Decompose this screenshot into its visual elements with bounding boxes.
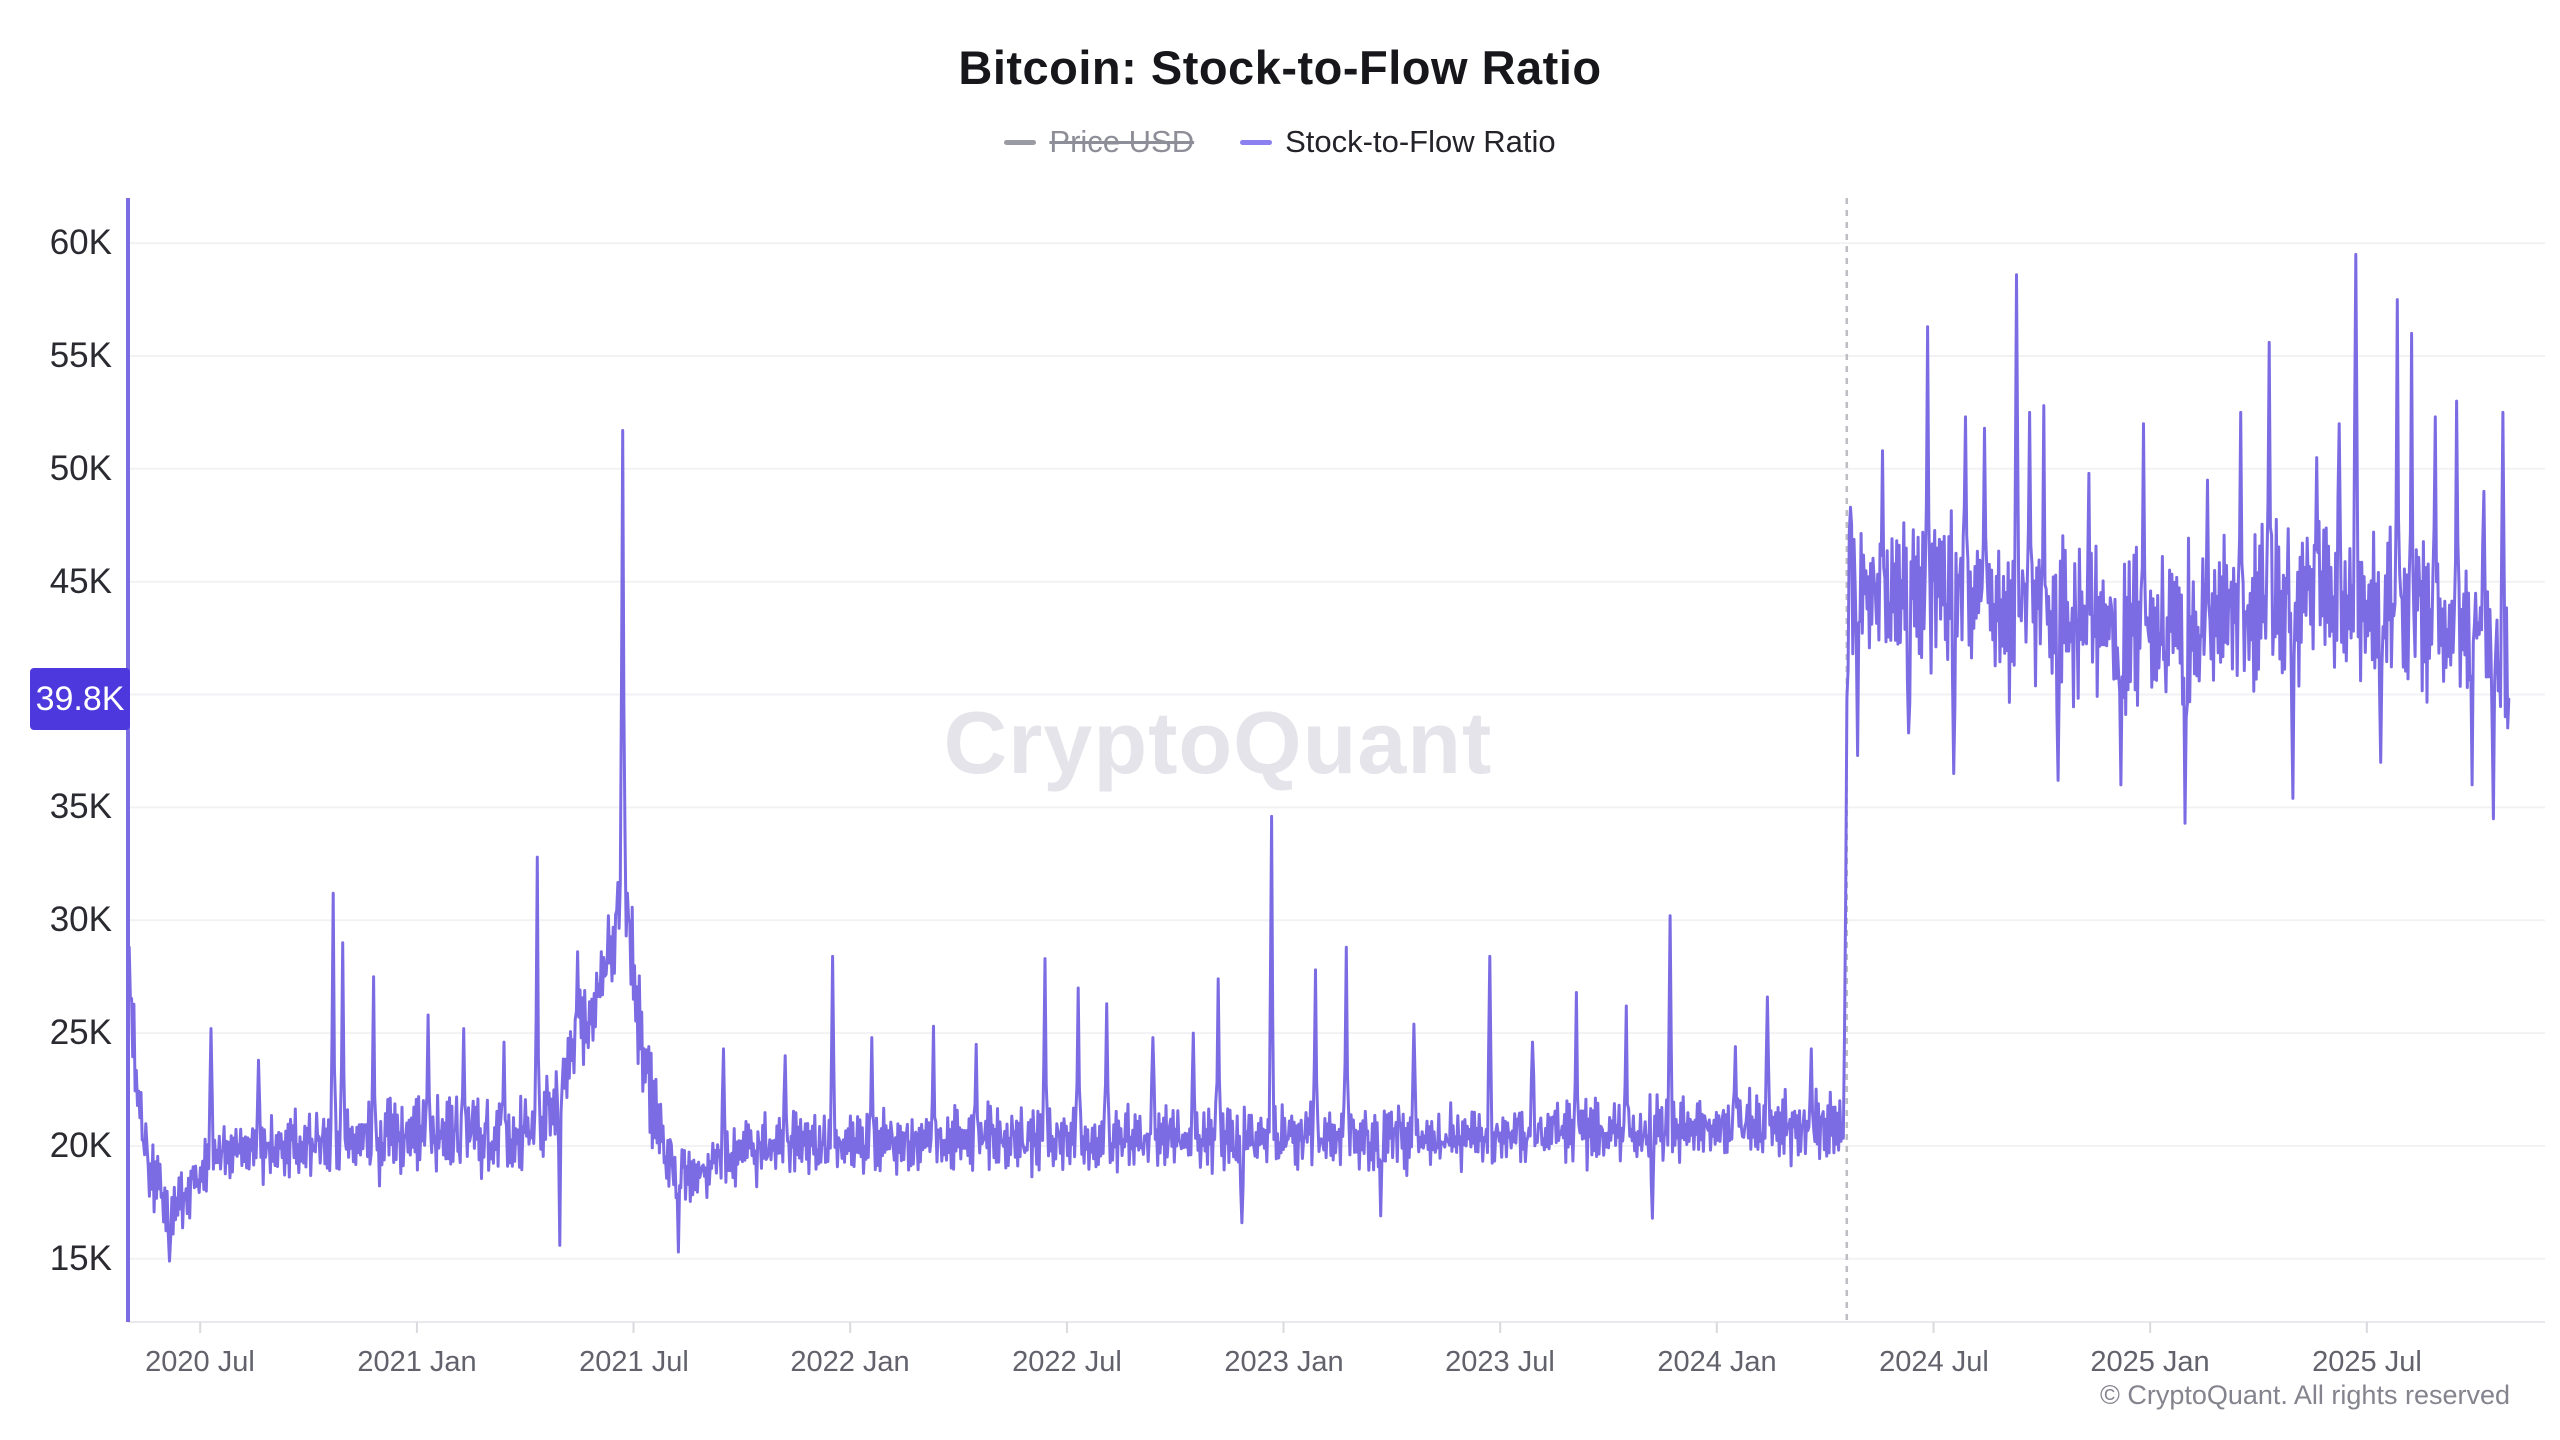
y-axis-tick-label: 20K <box>49 1126 112 1165</box>
x-axis-tick-label: 2025 Jul <box>2312 1346 2422 1378</box>
legend-item-price-usd[interactable]: Price USD <box>1004 124 1194 160</box>
y-axis-tick-label: 25K <box>49 1013 112 1052</box>
legend-label: Price USD <box>1049 124 1195 159</box>
copyright-notice: © CryptoQuant. All rights reserved <box>2099 1380 2510 1410</box>
y-axis-tick-label: 45K <box>49 562 112 601</box>
legend: Price USD Stock-to-Flow Ratio <box>0 118 2560 166</box>
x-axis-tick-label: 2024 Jan <box>1657 1346 1777 1378</box>
y-axis-tick-label: 15K <box>49 1239 112 1278</box>
legend-dash-icon <box>1240 139 1273 145</box>
x-axis-tick-label: 2023 Jan <box>1224 1346 1344 1378</box>
x-axis-tick-label: 2025 Jan <box>2090 1346 2210 1378</box>
legend-label: Stock-to-Flow Ratio <box>1285 124 1556 159</box>
x-axis-tick-label: 2023 Jul <box>1445 1346 1555 1378</box>
y-axis-tick-label: 55K <box>49 336 112 375</box>
y-axis-tick-label: 35K <box>49 787 112 826</box>
latest-value-badge: 39.8K <box>30 668 130 730</box>
legend-dash-icon <box>1004 139 1037 145</box>
y-axis-tick-label: 60K <box>49 223 112 262</box>
x-axis-tick-label: 2022 Jul <box>1012 1346 1122 1378</box>
x-axis-tick-label: 2021 Jul <box>579 1346 689 1378</box>
y-axis-tick-label: 30K <box>49 900 112 939</box>
x-axis-tick-label: 2024 Jul <box>1879 1346 1989 1378</box>
y-axis-tick-label: 50K <box>49 449 112 488</box>
x-axis-tick-label: 2021 Jan <box>357 1346 477 1378</box>
x-axis-tick-label: 2022 Jan <box>790 1346 910 1378</box>
legend-item-stock-to-flow[interactable]: Stock-to-Flow Ratio <box>1240 124 1556 160</box>
x-axis-tick-label: 2020 Jul <box>145 1346 255 1378</box>
page-title: Bitcoin: Stock-to-Flow Ratio <box>958 41 1602 94</box>
stock-to-flow-line <box>126 252 2511 1263</box>
